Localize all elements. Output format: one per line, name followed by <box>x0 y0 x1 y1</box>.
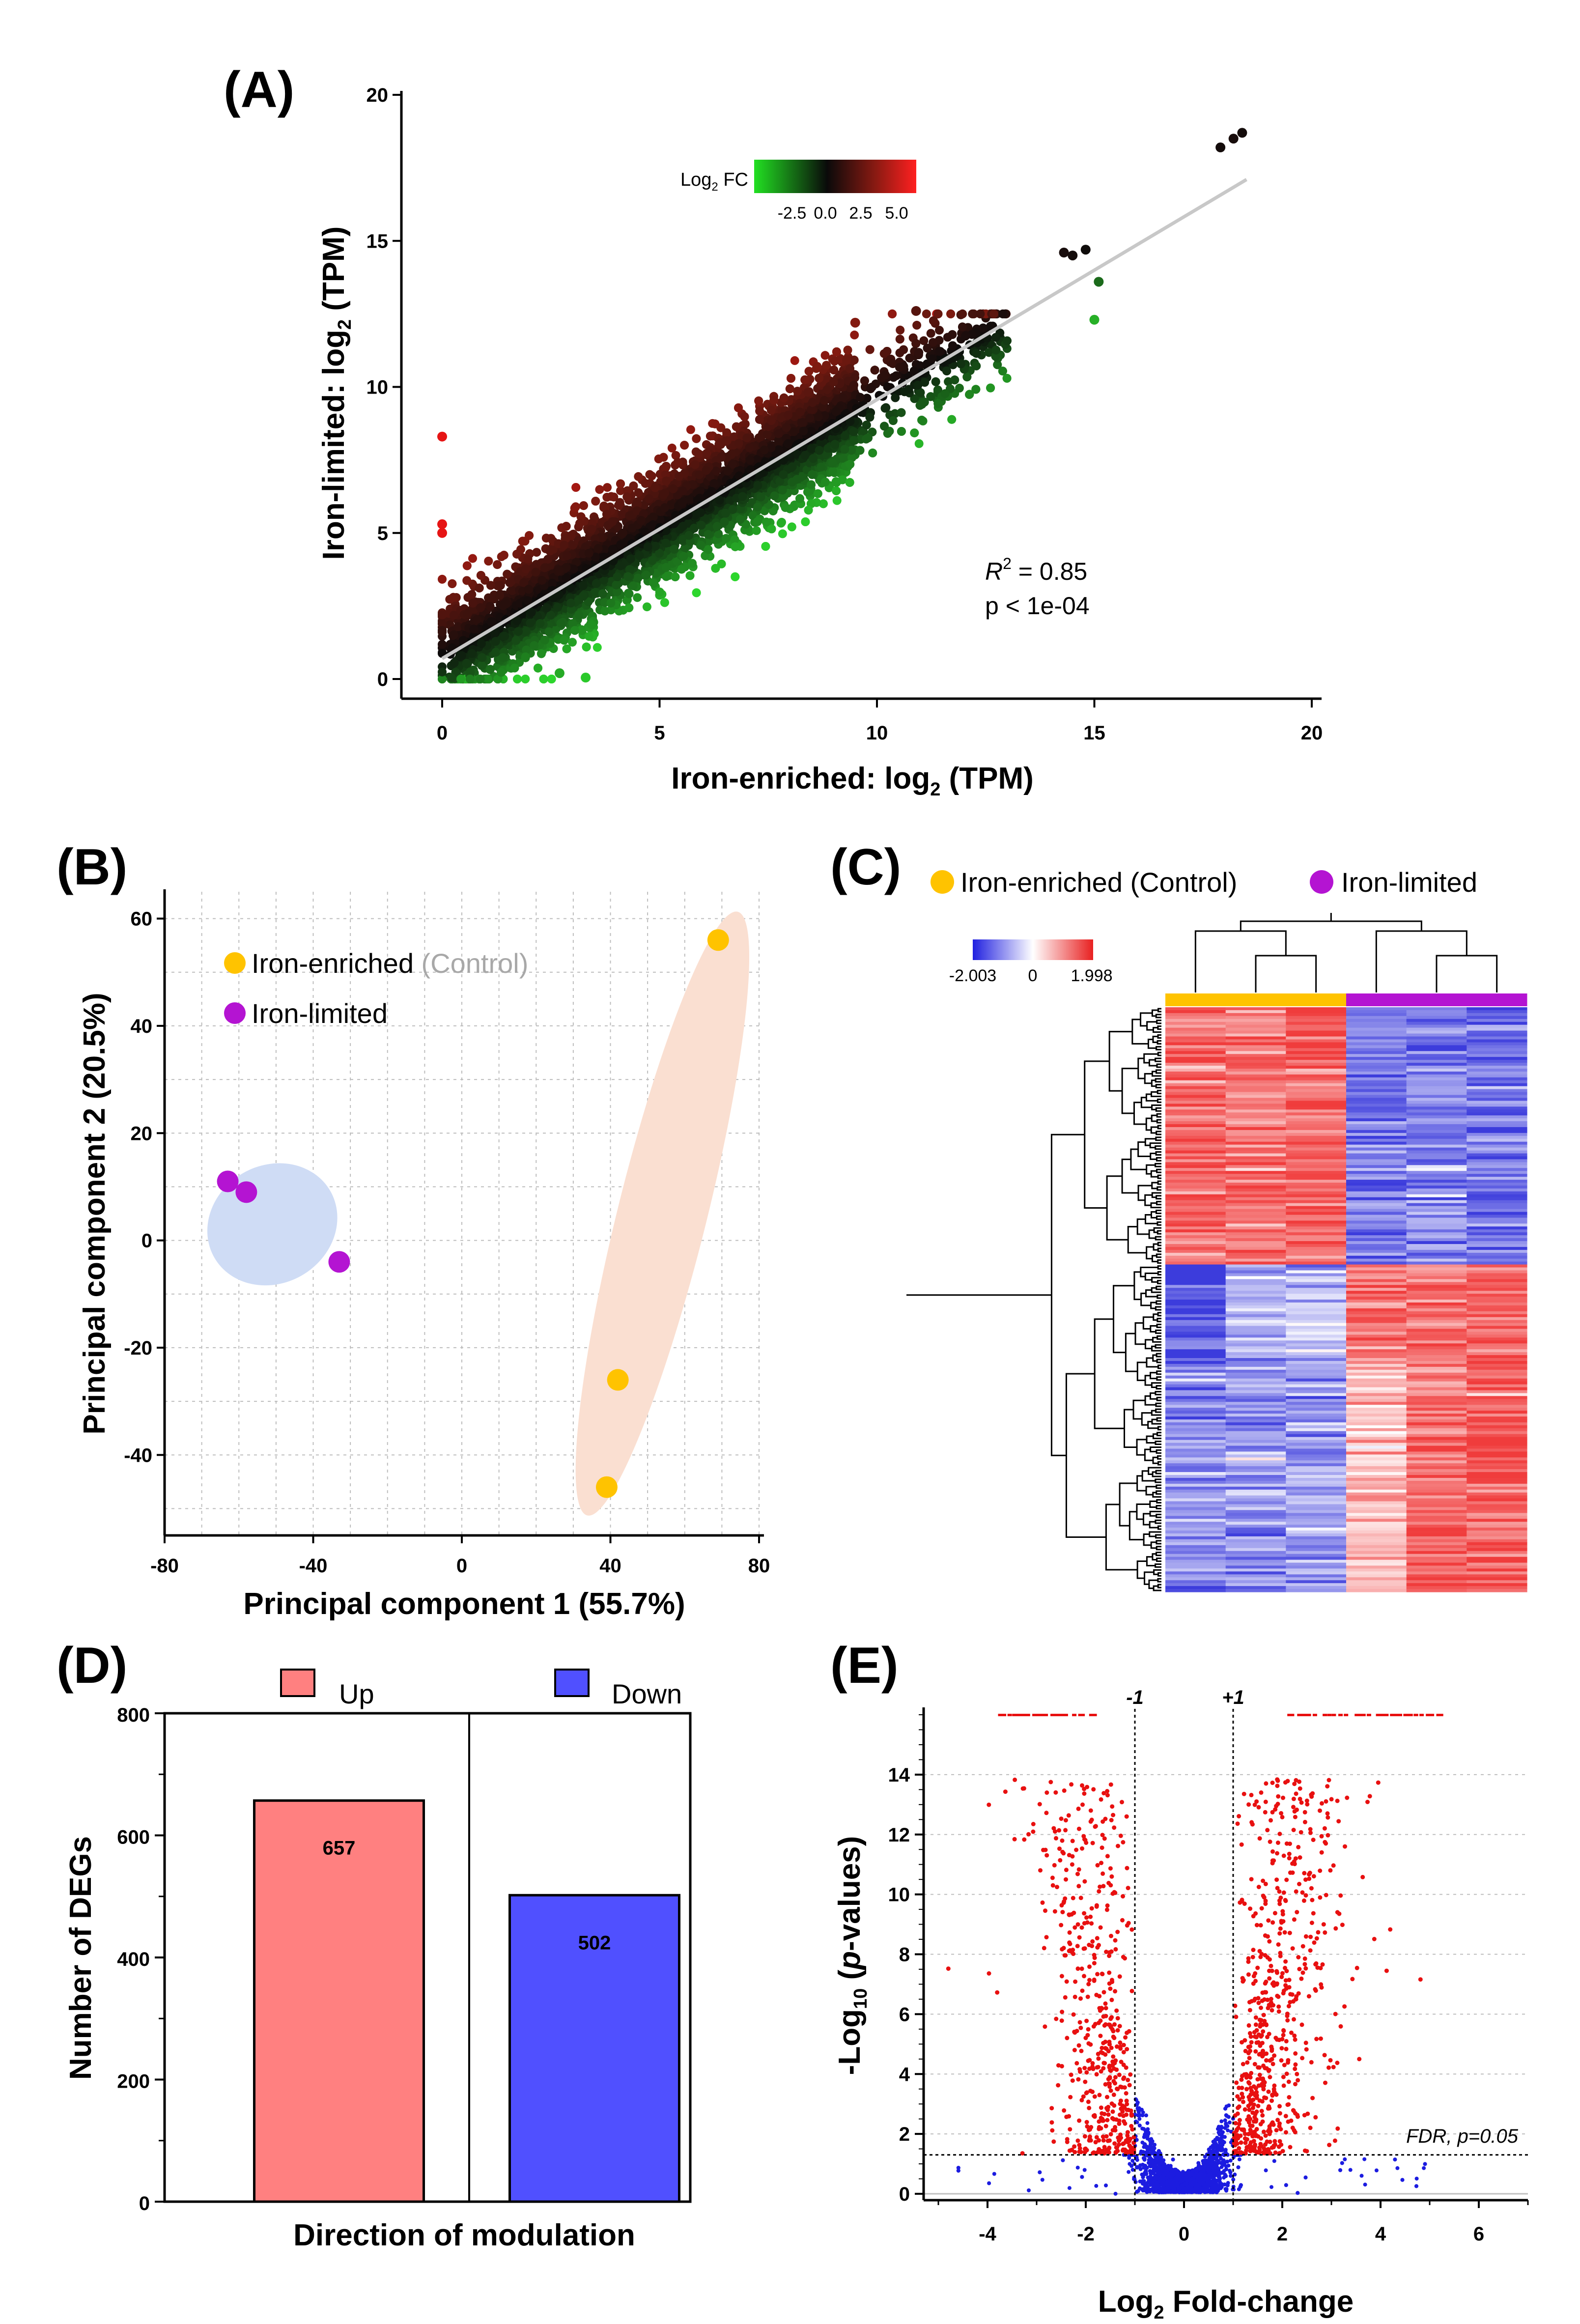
data-point <box>986 383 995 393</box>
data-point <box>914 439 924 448</box>
panel-a-points <box>437 128 1247 683</box>
data-point <box>711 564 720 573</box>
data-point <box>897 427 906 436</box>
data-point <box>955 383 964 393</box>
data-point <box>917 416 926 425</box>
data-point <box>468 554 477 563</box>
data-point <box>922 309 931 318</box>
data-point <box>778 529 787 538</box>
data-point <box>633 593 642 602</box>
data-point <box>820 351 830 360</box>
data-point <box>740 419 750 428</box>
data-point <box>600 606 610 616</box>
data-point <box>790 356 799 365</box>
data-point <box>912 320 922 330</box>
data-point <box>634 472 643 481</box>
data-point <box>634 488 643 497</box>
data-point <box>850 330 859 340</box>
data-point <box>935 326 944 335</box>
data-point <box>462 576 472 585</box>
data-point <box>547 675 556 683</box>
data-point <box>965 390 974 399</box>
data-point <box>571 483 581 492</box>
data-point <box>595 485 604 494</box>
panel-a-label: (A) <box>224 61 294 118</box>
data-point <box>843 345 852 355</box>
data-point <box>896 325 905 335</box>
data-point <box>659 453 668 462</box>
data-point <box>568 638 577 647</box>
data-point <box>832 496 842 505</box>
data-point <box>647 471 656 481</box>
data-point <box>776 518 786 528</box>
data-point <box>603 483 612 492</box>
data-point <box>694 449 703 458</box>
data-point <box>667 443 677 453</box>
data-point <box>642 602 651 612</box>
data-point <box>919 336 929 345</box>
data-point <box>910 394 919 403</box>
data-point <box>686 425 695 434</box>
data-point <box>579 501 588 510</box>
data-point <box>660 598 669 607</box>
data-point <box>868 448 877 457</box>
data-point <box>616 486 625 495</box>
data-point <box>521 675 530 683</box>
data-point <box>926 329 935 338</box>
data-point <box>752 526 761 535</box>
data-point <box>671 451 680 460</box>
data-point <box>592 643 602 652</box>
data-point <box>962 372 972 382</box>
data-point <box>475 583 484 593</box>
